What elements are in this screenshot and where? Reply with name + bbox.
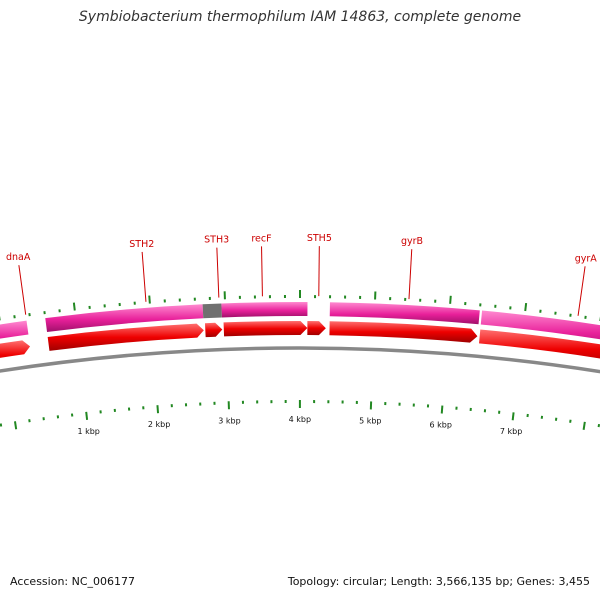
gene-label: STH5	[307, 233, 332, 244]
gene-label-layer: dnaA STH2 STH3 recF STH5 gyrB gyrA	[6, 233, 597, 316]
gene-label: dnaA	[6, 252, 31, 263]
feature-band-layer	[0, 302, 600, 340]
gene-label: gyrB	[401, 236, 423, 247]
inner-tick	[156, 405, 160, 414]
gene-leader-line	[141, 251, 147, 302]
gene-leader-line	[18, 265, 27, 315]
feature-band	[0, 320, 29, 339]
gene-arrow	[204, 322, 223, 338]
gene-arrow	[223, 320, 308, 337]
inner-tick	[440, 405, 444, 414]
gene-leader-line	[261, 246, 263, 297]
kbp-scale-label: 1 kbp	[77, 427, 99, 436]
kbp-scale-label: 5 kbp	[359, 416, 381, 425]
gene-label: STH3	[204, 235, 229, 246]
genome-backbone	[0, 346, 600, 374]
kbp-scale-label: 4 kbp	[289, 415, 311, 424]
inner-tick	[85, 411, 89, 420]
outer-tick	[449, 295, 452, 304]
backbone-layer	[0, 346, 600, 374]
feature-band	[221, 302, 308, 318]
gene-leader-line	[216, 247, 220, 298]
kbp-scale-label: 3 kbp	[218, 416, 240, 425]
feature-band	[480, 310, 600, 340]
gene-label: STH2	[129, 239, 154, 250]
tick-layer	[0, 290, 600, 430]
outer-tick	[72, 302, 76, 311]
feature-band	[45, 304, 204, 333]
gene-arrow	[0, 340, 31, 358]
gap-feature	[202, 303, 222, 319]
gene-label: gyrA	[575, 253, 598, 264]
kbp-scale-label: 2 kbp	[148, 420, 170, 429]
outer-tick	[524, 302, 528, 312]
genome-stats-text: Topology: circular; Length: 3,566,135 bp…	[287, 575, 590, 588]
inner-tick	[511, 412, 515, 421]
kbp-scale-label: 7 kbp	[500, 427, 522, 436]
inner-tick	[13, 421, 18, 430]
accession-text: Accession: NC_006177	[10, 575, 136, 588]
gene-arrow	[307, 321, 326, 336]
gene-arrow	[329, 321, 478, 343]
gene-leader-line	[318, 246, 320, 297]
gene-arrow-layer	[0, 320, 600, 359]
inner-tick	[582, 421, 586, 430]
scale-layer: 1 kbp 2 kbp 3 kbp 4 kbp 5 kbp 6 kbp 7 kbp	[77, 415, 522, 436]
gene-leader-line	[577, 266, 586, 316]
genome-title: Symbiobacterium thermophilum IAM 14863, …	[78, 9, 522, 25]
kbp-scale-label: 6 kbp	[429, 420, 451, 429]
outer-tick	[148, 295, 151, 304]
gene-arrow	[47, 323, 204, 351]
gene-label: recF	[251, 233, 271, 244]
gene-arrow	[479, 329, 600, 359]
feature-band	[329, 302, 480, 325]
gene-leader-line	[408, 249, 413, 300]
